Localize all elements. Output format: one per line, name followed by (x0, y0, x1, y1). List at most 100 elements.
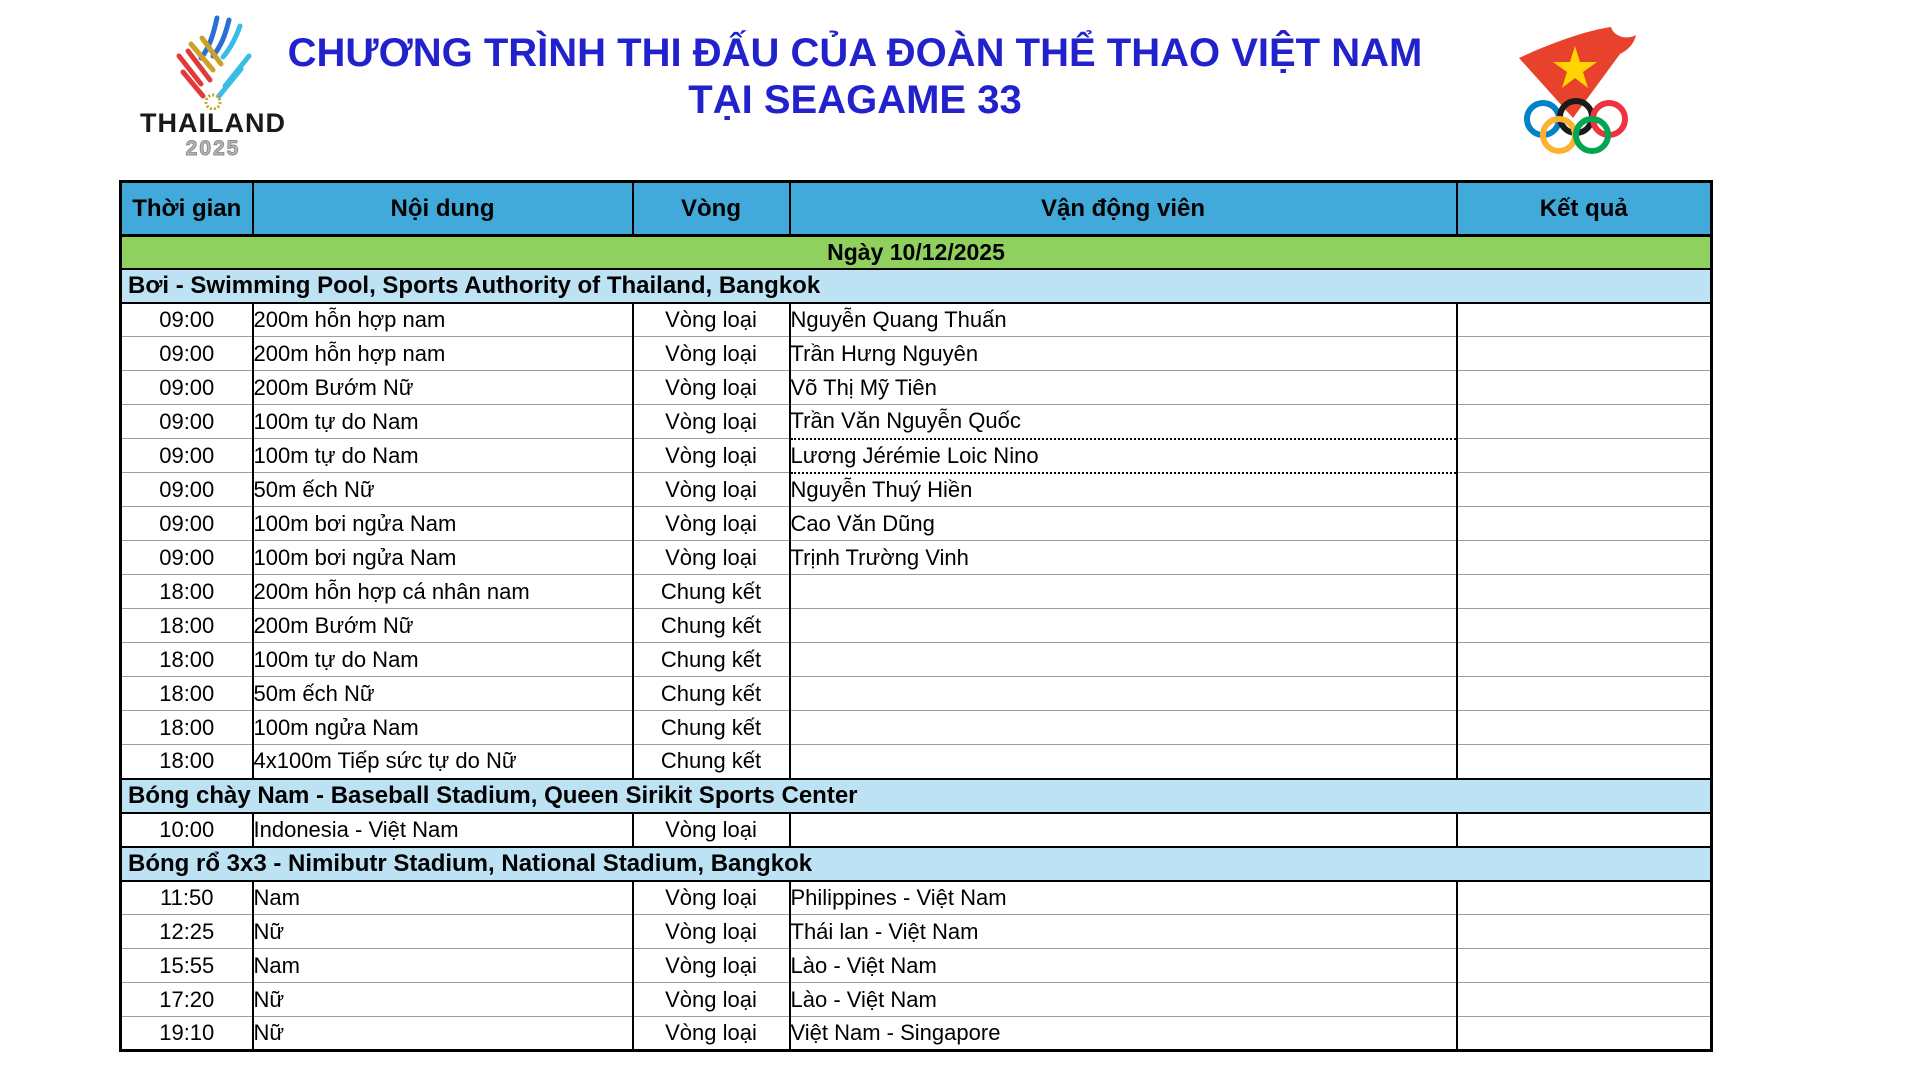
table-row: 18:00 100m ngửa Nam Chung kết (120, 710, 1712, 745)
cell-event: 200m hỗn hợp nam (251, 336, 633, 371)
table-row: 09:00 100m bơi ngửa Nam Vòng loại Trịnh Trư… (120, 540, 1712, 575)
cell-round: Vòng loại (631, 948, 790, 983)
cell-time: 11:50 (120, 880, 253, 915)
table-row: 09:00 200m Bướm Nữ Vòng loại Võ Thị Mỹ Tiên (120, 370, 1712, 405)
table-row: 15:55 Nam Vòng loại Lào - Việt Nam (120, 948, 1712, 983)
cell-round: Vòng loại (631, 370, 790, 405)
cell-time: 09:00 (120, 302, 253, 337)
cell-result (1455, 302, 1712, 337)
cell-event: 200m hỗn hợp nam (251, 302, 633, 337)
schedule-table: Thời gian Nội dung Vòng Vận động viên Kế… (119, 180, 1713, 1052)
cell-event: 4x100m Tiếp sức tự do Nữ (251, 744, 633, 779)
table-row: 17:20 Nữ Vòng loại Lào - Việt Nam (120, 982, 1712, 1017)
cell-round: Vòng loại (631, 404, 790, 439)
cell-athlete: Lào - Việt Nam (788, 982, 1457, 1017)
cell-event: 200m Bướm Nữ (251, 608, 633, 643)
cell-athlete: Philippines - Việt Nam (788, 880, 1457, 915)
cell-time: 17:20 (120, 982, 253, 1017)
cell-result (1455, 574, 1712, 609)
cell-time: 18:00 (120, 676, 253, 711)
table-row: 09:00 100m tự do Nam Vòng loại Lương Jérémi… (120, 438, 1712, 474)
masthead: THAILAND 2025 CHƯƠNG TRÌNH THI ĐẤU CỦA Đ… (0, 0, 1920, 180)
venue-section-label: Bóng chày Nam - Baseball Stadium, Queen … (120, 777, 1712, 814)
cell-athlete (788, 676, 1457, 711)
table-row: 09:00 100m tự do Nam Vòng loại Trần Văn Ngu… (120, 404, 1712, 440)
cell-athlete (788, 744, 1457, 779)
page-title-line1: CHƯƠNG TRÌNH THI ĐẤU CỦA ĐOÀN THỂ THAO V… (287, 31, 1423, 75)
cell-time: 15:55 (120, 948, 253, 983)
cell-round: Vòng loại (631, 506, 790, 541)
cell-result (1455, 710, 1712, 745)
table-row: 09:00 50m ếch Nữ Vòng loại Nguyễn Thuý Hiền (120, 472, 1712, 507)
table-header-row: Thời gian Nội dung Vòng Vận động viên Kế… (119, 180, 1713, 237)
cell-athlete: Lào - Việt Nam (788, 948, 1457, 983)
cell-round: Vòng loại (631, 812, 790, 847)
cell-event: Nữ (251, 982, 633, 1017)
cell-result (1455, 608, 1712, 643)
cell-result (1455, 336, 1712, 371)
thailand-logo-year: 2025 (185, 136, 241, 160)
cell-result (1455, 506, 1712, 541)
cell-event: Nam (251, 948, 633, 983)
venue-section-row: Bóng rổ 3x3 - Nimibutr Stadium, National… (120, 845, 1712, 882)
cell-result (1455, 880, 1712, 915)
cell-event: Indonesia - Việt Nam (251, 812, 633, 847)
cell-result (1455, 914, 1712, 949)
cell-time: 19:10 (120, 1016, 253, 1051)
cell-event: Nữ (251, 914, 633, 949)
cell-result (1455, 540, 1712, 575)
thailand-logo-text: THAILAND (140, 108, 286, 138)
cell-result (1455, 404, 1712, 439)
cell-round: Vòng loại (631, 540, 790, 575)
cell-round: Vòng loại (631, 914, 790, 949)
table-row: 10:00 Indonesia - Việt Nam Vòng loại (120, 812, 1712, 847)
venue-section-label: Bóng rổ 3x3 - Nimibutr Stadium, National… (120, 845, 1712, 882)
cell-result (1455, 676, 1712, 711)
thailand-2025-emblem-icon (176, 15, 252, 110)
cell-round: Chung kết (631, 710, 790, 745)
cell-event: 100m tự do Nam (251, 404, 633, 439)
cell-time: 12:25 (120, 914, 253, 949)
cell-round: Vòng loại (631, 336, 790, 371)
cell-athlete (788, 710, 1457, 745)
table-row: 19:10 Nữ Vòng loại Việt Nam - Singapore (120, 1016, 1712, 1051)
cell-result (1455, 744, 1712, 779)
table-row: 18:00 100m tự do Nam Chung kết (120, 642, 1712, 677)
table-row: 18:00 200m Bướm Nữ Chung kết (120, 608, 1712, 643)
table-row: 18:00 50m ếch Nữ Chung kết (120, 676, 1712, 711)
cell-athlete (788, 574, 1457, 609)
cell-event: Nữ (251, 1016, 633, 1051)
cell-round: Vòng loại (631, 472, 790, 507)
page-title-line2: TẠI SEAGAME 33 (688, 78, 1022, 123)
column-header-time: Thời gian (119, 180, 254, 237)
cell-result (1455, 642, 1712, 677)
cell-round: Chung kết (631, 608, 790, 643)
cell-athlete: Trần Hưng Nguyên (788, 336, 1457, 371)
cell-result (1455, 982, 1712, 1017)
cell-time: 09:00 (120, 404, 253, 439)
cell-event: 200m Bướm Nữ (251, 370, 633, 405)
cell-athlete: Nguyễn Quang Thuấn (788, 302, 1457, 337)
cell-time: 18:00 (120, 574, 253, 609)
table-row: 09:00 200m hỗn hợp nam Vòng loại Trần Hưng … (120, 336, 1712, 371)
cell-time: 10:00 (120, 812, 253, 847)
cell-event: 100m bơi ngửa Nam (251, 506, 633, 541)
cell-event: 50m ếch Nữ (251, 472, 633, 507)
cell-athlete: Trịnh Trường Vinh (788, 540, 1457, 575)
cell-time: 09:00 (120, 506, 253, 541)
cell-result (1455, 1016, 1712, 1051)
venue-section-row: Bơi - Swimming Pool, Sports Authority of… (120, 267, 1712, 304)
cell-round: Vòng loại (631, 880, 790, 915)
cell-athlete (788, 642, 1457, 677)
cell-athlete: Võ Thị Mỹ Tiên (788, 370, 1457, 405)
cell-time: 09:00 (120, 472, 253, 507)
cell-athlete: Nguyễn Thuý Hiền (788, 472, 1457, 507)
cell-round: Vòng loại (631, 302, 790, 337)
thailand-2025-logo: THAILAND 2025 (138, 14, 288, 170)
column-header-event: Nội dung (251, 180, 634, 237)
cell-event: 200m hỗn hợp cá nhân nam (251, 574, 633, 609)
cell-time: 09:00 (120, 540, 253, 575)
venue-section-row: Bóng chày Nam - Baseball Stadium, Queen … (120, 777, 1712, 814)
cell-result (1455, 472, 1712, 507)
